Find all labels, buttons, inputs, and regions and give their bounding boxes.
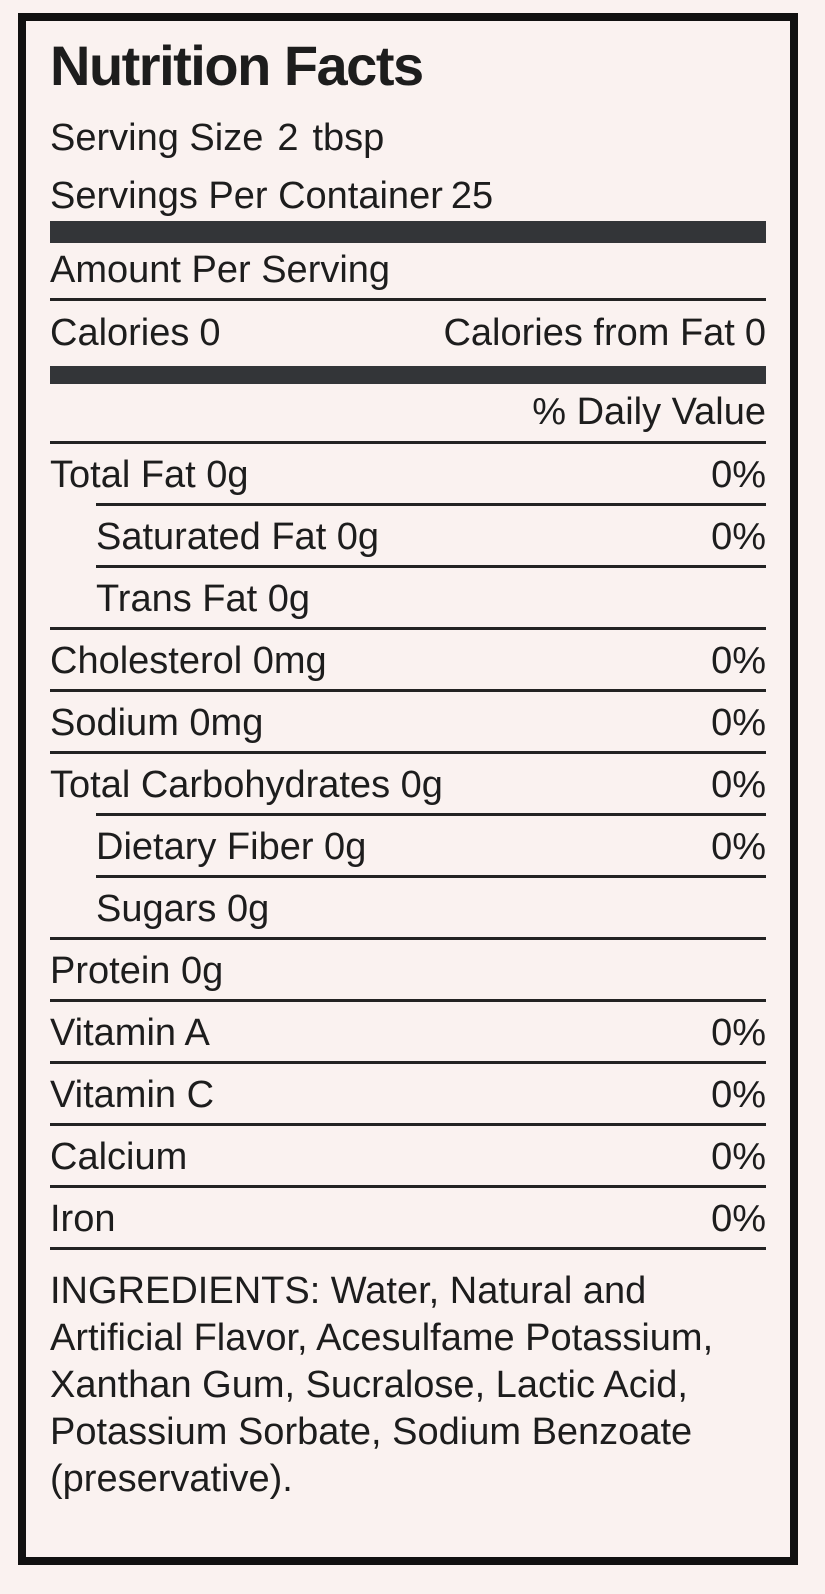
nutrient-daily-value: 0% xyxy=(711,515,766,558)
nutrient-name: Saturated Fat 0g xyxy=(96,515,380,558)
nutrient-name: Iron xyxy=(50,1197,116,1240)
nutrient-row-dietary-fiber: Dietary Fiber 0g 0% xyxy=(50,816,766,878)
serving-size-unit: tbsp xyxy=(312,117,385,159)
divider-thick-bar-middle xyxy=(50,366,766,384)
row-rule xyxy=(50,689,766,692)
row-rule xyxy=(50,999,766,1002)
nutrient-name: Sodium 0mg xyxy=(50,701,264,744)
nutrient-name: Total Carbohydrates 0g xyxy=(50,763,443,806)
nutrient-name: Vitamin A xyxy=(50,1011,210,1054)
nutrient-daily-value: 0% xyxy=(711,639,766,682)
servings-per-container-label: Servings Per Container xyxy=(50,175,443,217)
daily-value-header: % Daily Value xyxy=(50,384,766,444)
nutrient-name: Dietary Fiber 0g xyxy=(96,825,367,868)
nutrient-daily-value: 0% xyxy=(711,825,766,868)
row-rule xyxy=(50,1247,766,1250)
nutrient-row-trans-fat: Trans Fat 0g xyxy=(50,568,766,630)
calories-value: 0 xyxy=(199,312,221,354)
nutrient-row-sugars: Sugars 0g xyxy=(50,878,766,940)
nutrient-name: Protein 0g xyxy=(50,949,224,992)
row-rule xyxy=(96,503,766,506)
row-rule xyxy=(96,813,766,816)
row-rule xyxy=(50,1061,766,1064)
row-rule xyxy=(50,751,766,754)
nutrient-row-protein: Protein 0g xyxy=(50,940,766,1002)
nutrition-facts-label: Nutrition Facts Serving Size 2 tbsp Servin… xyxy=(18,13,798,1565)
nutrient-row-sodium: Sodium 0mg 0% xyxy=(50,692,766,754)
calories-row: Calories 0 Calories from Fat 0 xyxy=(50,301,766,366)
row-rule xyxy=(50,1185,766,1188)
nutrient-daily-value: 0% xyxy=(711,1197,766,1240)
nutrient-name: Total Fat 0g xyxy=(50,453,249,496)
calories-from-fat-label: Calories from Fat xyxy=(443,312,735,354)
servings-per-container-line: Servings Per Container 25 xyxy=(50,173,766,219)
calories-label: Calories xyxy=(50,312,190,354)
nutrient-name: Trans Fat 0g xyxy=(96,577,311,620)
label-title: Nutrition Facts xyxy=(50,34,424,97)
amount-per-serving-header: Amount Per Serving xyxy=(50,243,766,301)
servings-per-container-value: 25 xyxy=(450,175,494,217)
nutrient-daily-value: 0% xyxy=(711,453,766,496)
divider-thick-bar-top xyxy=(50,221,766,243)
nutrient-name: Cholesterol 0mg xyxy=(50,639,327,682)
nutrient-daily-value: 0% xyxy=(711,701,766,744)
nutrient-name: Sugars 0g xyxy=(96,887,270,930)
row-rule xyxy=(96,565,766,568)
serving-size-label: Serving Size xyxy=(50,117,264,159)
nutrient-row-vitamin-a: Vitamin A 0% xyxy=(50,1002,766,1064)
nutrient-name: Calcium xyxy=(50,1135,188,1178)
nutrient-daily-value: 0% xyxy=(711,1011,766,1054)
nutrient-name: Vitamin C xyxy=(50,1073,215,1116)
ingredients-text: INGREDIENTS: Water, Natural and Artifici… xyxy=(50,1270,714,1500)
calories-from-fat-value: 0 xyxy=(744,312,766,354)
serving-size-line: Serving Size 2 tbsp xyxy=(50,115,766,161)
nutrient-row-total-fat: Total Fat 0g 0% xyxy=(50,444,766,506)
nutrient-daily-value: 0% xyxy=(711,1073,766,1116)
nutrient-row-vitamin-c: Vitamin C 0% xyxy=(50,1064,766,1126)
row-rule xyxy=(50,627,766,630)
row-rule xyxy=(50,937,766,940)
nutrient-row-iron: Iron 0% xyxy=(50,1188,766,1250)
nutrient-row-total-carbohydrates: Total Carbohydrates 0g 0% xyxy=(50,754,766,816)
nutrient-daily-value: 0% xyxy=(711,1135,766,1178)
row-rule xyxy=(96,875,766,878)
calories-from-fat: Calories from Fat 0 xyxy=(443,312,766,355)
nutrient-row-saturated-fat: Saturated Fat 0g 0% xyxy=(50,506,766,568)
serving-size-amount: 2 xyxy=(277,117,299,159)
nutrient-daily-value: 0% xyxy=(711,763,766,806)
nutrient-row-cholesterol: Cholesterol 0mg 0% xyxy=(50,630,766,692)
row-rule xyxy=(50,1123,766,1126)
calories: Calories 0 xyxy=(50,312,221,355)
nutrient-row-calcium: Calcium 0% xyxy=(50,1126,766,1188)
